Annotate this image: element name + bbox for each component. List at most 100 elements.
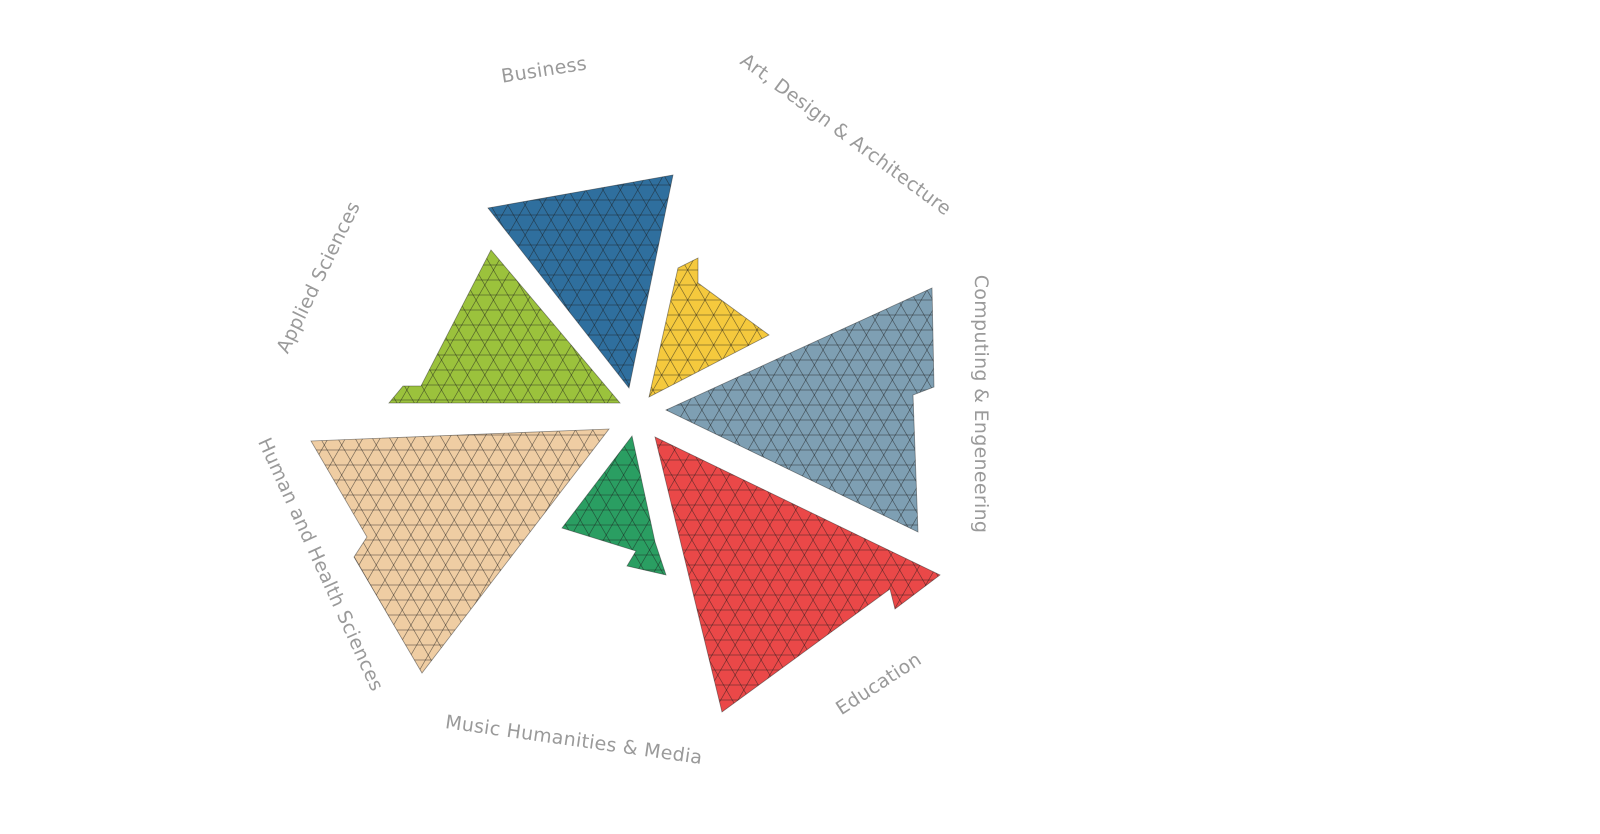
label-computing-engineering: Computing & Engeneering (970, 275, 992, 534)
mesh-line (341, 429, 609, 673)
mesh-line (666, 288, 896, 532)
mesh-line (473, 250, 620, 403)
mesh-line (712, 288, 934, 532)
mesh-line (725, 288, 934, 532)
mesh-line (655, 437, 860, 712)
mesh-line (725, 288, 934, 532)
mesh-line (881, 288, 934, 513)
mesh-line (395, 250, 597, 403)
mesh-line (673, 288, 934, 532)
mesh-line (341, 429, 609, 673)
mesh-line (311, 429, 480, 673)
mesh-line (389, 250, 532, 403)
mesh-line (389, 250, 558, 403)
mesh-line (389, 250, 571, 403)
mesh-line (655, 437, 834, 712)
mesh-line (649, 258, 769, 397)
mesh-line (311, 429, 545, 673)
mesh-line (419, 429, 609, 673)
segment-computing-engineering (665, 287, 935, 533)
mesh-line (649, 258, 769, 397)
mesh-line (447, 250, 620, 403)
mesh-line (354, 429, 609, 673)
mesh-line (311, 429, 506, 673)
mesh-line (712, 288, 934, 532)
mesh-line (738, 288, 934, 532)
mesh-line (655, 437, 860, 712)
mesh-line (655, 437, 821, 712)
mesh-line (488, 175, 673, 388)
mesh-line (395, 250, 597, 403)
mesh-line (520, 175, 673, 388)
mesh-line (311, 429, 584, 673)
mesh-line (311, 429, 532, 673)
mesh-line (311, 429, 558, 673)
mesh-line (562, 436, 666, 575)
mesh-line (699, 288, 934, 532)
mesh-line (488, 175, 673, 388)
mesh-line (562, 436, 666, 575)
mesh-line (408, 250, 610, 403)
mesh-line (389, 250, 454, 403)
mesh-line (488, 175, 673, 388)
mesh-line (311, 429, 402, 673)
mesh-line (367, 429, 609, 673)
mesh-line (568, 436, 666, 575)
mesh-line (311, 429, 545, 673)
mesh-line (562, 436, 666, 575)
mesh-line (488, 175, 673, 388)
mesh-line (494, 175, 673, 388)
mesh-line (751, 288, 934, 532)
label-education: Education (832, 648, 926, 719)
mesh-line (655, 437, 912, 712)
mesh-line (311, 429, 584, 673)
mesh-line (499, 250, 620, 403)
label-applied-sciences: Applied Sciences (272, 198, 364, 357)
mesh-line (666, 288, 922, 532)
mesh-line (311, 429, 532, 673)
mesh-line (649, 258, 769, 397)
mesh-line (655, 437, 847, 712)
mesh-line (507, 175, 673, 388)
mesh-line (884, 437, 940, 666)
mesh-line (655, 437, 834, 712)
mesh-line (389, 250, 584, 403)
label-business: Business (500, 52, 589, 87)
mesh-line (434, 250, 620, 403)
mesh-line (649, 258, 755, 397)
mesh-line (666, 288, 896, 532)
mesh-line (673, 288, 934, 532)
mesh-line (328, 429, 609, 673)
mesh-line (649, 258, 768, 397)
mesh-line (408, 250, 610, 403)
mesh-line (738, 288, 934, 532)
mesh-line (533, 175, 673, 388)
mesh-line (389, 250, 545, 403)
mesh-line (488, 175, 648, 388)
mesh-line (666, 288, 883, 532)
mesh-line (686, 288, 934, 532)
mesh-line (655, 437, 899, 712)
mesh-line (655, 437, 808, 712)
mesh-line (728, 437, 940, 712)
mesh-line (311, 429, 571, 673)
mesh-line (328, 429, 609, 673)
mesh-line (311, 429, 571, 673)
mesh-line (686, 288, 934, 532)
mesh-line (486, 250, 620, 403)
mesh-line (421, 250, 620, 403)
mesh-line (488, 175, 661, 388)
mesh-line (649, 258, 742, 397)
mesh-line (655, 437, 912, 712)
mesh-line (884, 474, 940, 712)
mesh-line (894, 288, 934, 506)
mesh-line (764, 288, 934, 532)
mesh-line (666, 288, 909, 532)
mesh-line (315, 429, 597, 673)
mesh-line (655, 258, 769, 397)
mesh-line (488, 175, 635, 388)
mesh-line (699, 288, 934, 532)
mesh-line (389, 250, 506, 403)
mesh-line (311, 444, 363, 673)
